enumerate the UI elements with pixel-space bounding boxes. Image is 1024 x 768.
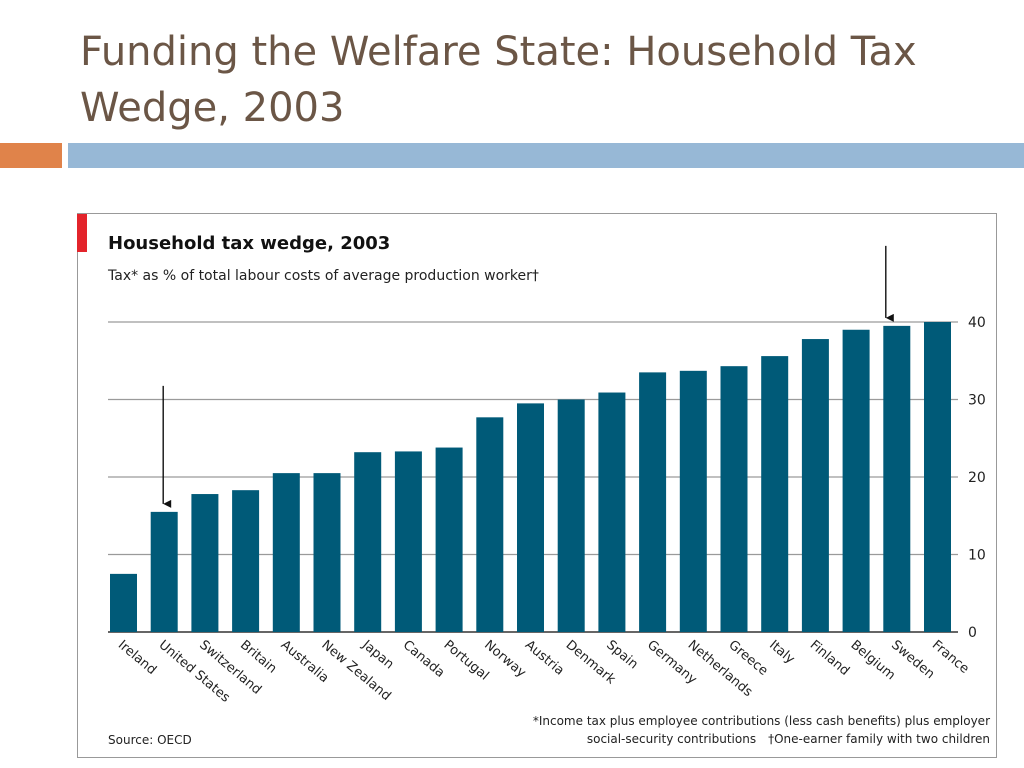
bar-sweden <box>883 325 911 632</box>
x-tick-label: Canada <box>400 638 448 681</box>
bar-spain <box>598 392 626 632</box>
x-tick-label: New Zealand <box>318 638 393 704</box>
accent-bar-blue <box>68 143 1024 168</box>
x-tick-label: Belgium <box>848 638 898 684</box>
bar-canada <box>394 451 422 632</box>
bar-japan <box>354 452 382 632</box>
x-tick-label: Finland <box>807 638 852 679</box>
bar-austria <box>517 403 544 632</box>
chart-footnote: *Income tax plus employee contributions … <box>533 712 990 748</box>
bar-ireland <box>110 573 137 632</box>
bar-belgium <box>842 329 870 632</box>
bar-france <box>924 322 951 632</box>
x-tick-label: Italy <box>766 638 797 668</box>
bar-switzerland <box>191 494 219 632</box>
bar-greece <box>720 366 748 632</box>
accent-bar-orange <box>0 143 62 168</box>
x-tick-label: United States <box>156 638 233 706</box>
chart-subtitle: Tax* as % of total labour costs of avera… <box>108 268 539 284</box>
bar-netherlands <box>679 370 707 632</box>
slide-title: Funding the Welfare State: Household Tax… <box>80 29 917 131</box>
bar-germany <box>639 372 667 632</box>
footnote-line-2a: social-security contributions <box>586 732 757 746</box>
bar-layer <box>110 322 951 632</box>
bar-britain <box>232 490 260 632</box>
y-tick-label: 0 <box>968 625 977 641</box>
bar-australia <box>272 473 300 632</box>
bar-new-zealand <box>313 473 341 632</box>
bar-united-states <box>150 511 178 632</box>
bar-portugal <box>435 447 463 632</box>
y-tick-label: 20 <box>968 470 986 486</box>
footnote-line-1: *Income tax plus employee contributions … <box>532 714 990 728</box>
bar-italy <box>761 356 789 632</box>
chart-source: Source: OECD <box>108 733 192 747</box>
y-tick-label: 10 <box>968 548 986 564</box>
arrow-layer <box>162 245 894 508</box>
chart-title: Household tax wedge, 2003 <box>108 233 391 254</box>
x-tick-label: Austria <box>522 638 567 679</box>
footnote-line-2: social-security contributions †One-earner… <box>533 730 990 748</box>
x-tick-label: Sweden <box>888 638 937 683</box>
y-tick-label: 40 <box>968 315 986 331</box>
bar-finland <box>801 339 829 632</box>
bar-denmark <box>557 399 585 632</box>
y-tick-label: 30 <box>968 393 986 409</box>
bar-norway <box>476 417 504 632</box>
footnote-line-2b: †One-earner family with two children <box>768 732 990 746</box>
x-tick-label: Ireland <box>115 638 159 678</box>
chart-red-tab <box>77 214 87 252</box>
